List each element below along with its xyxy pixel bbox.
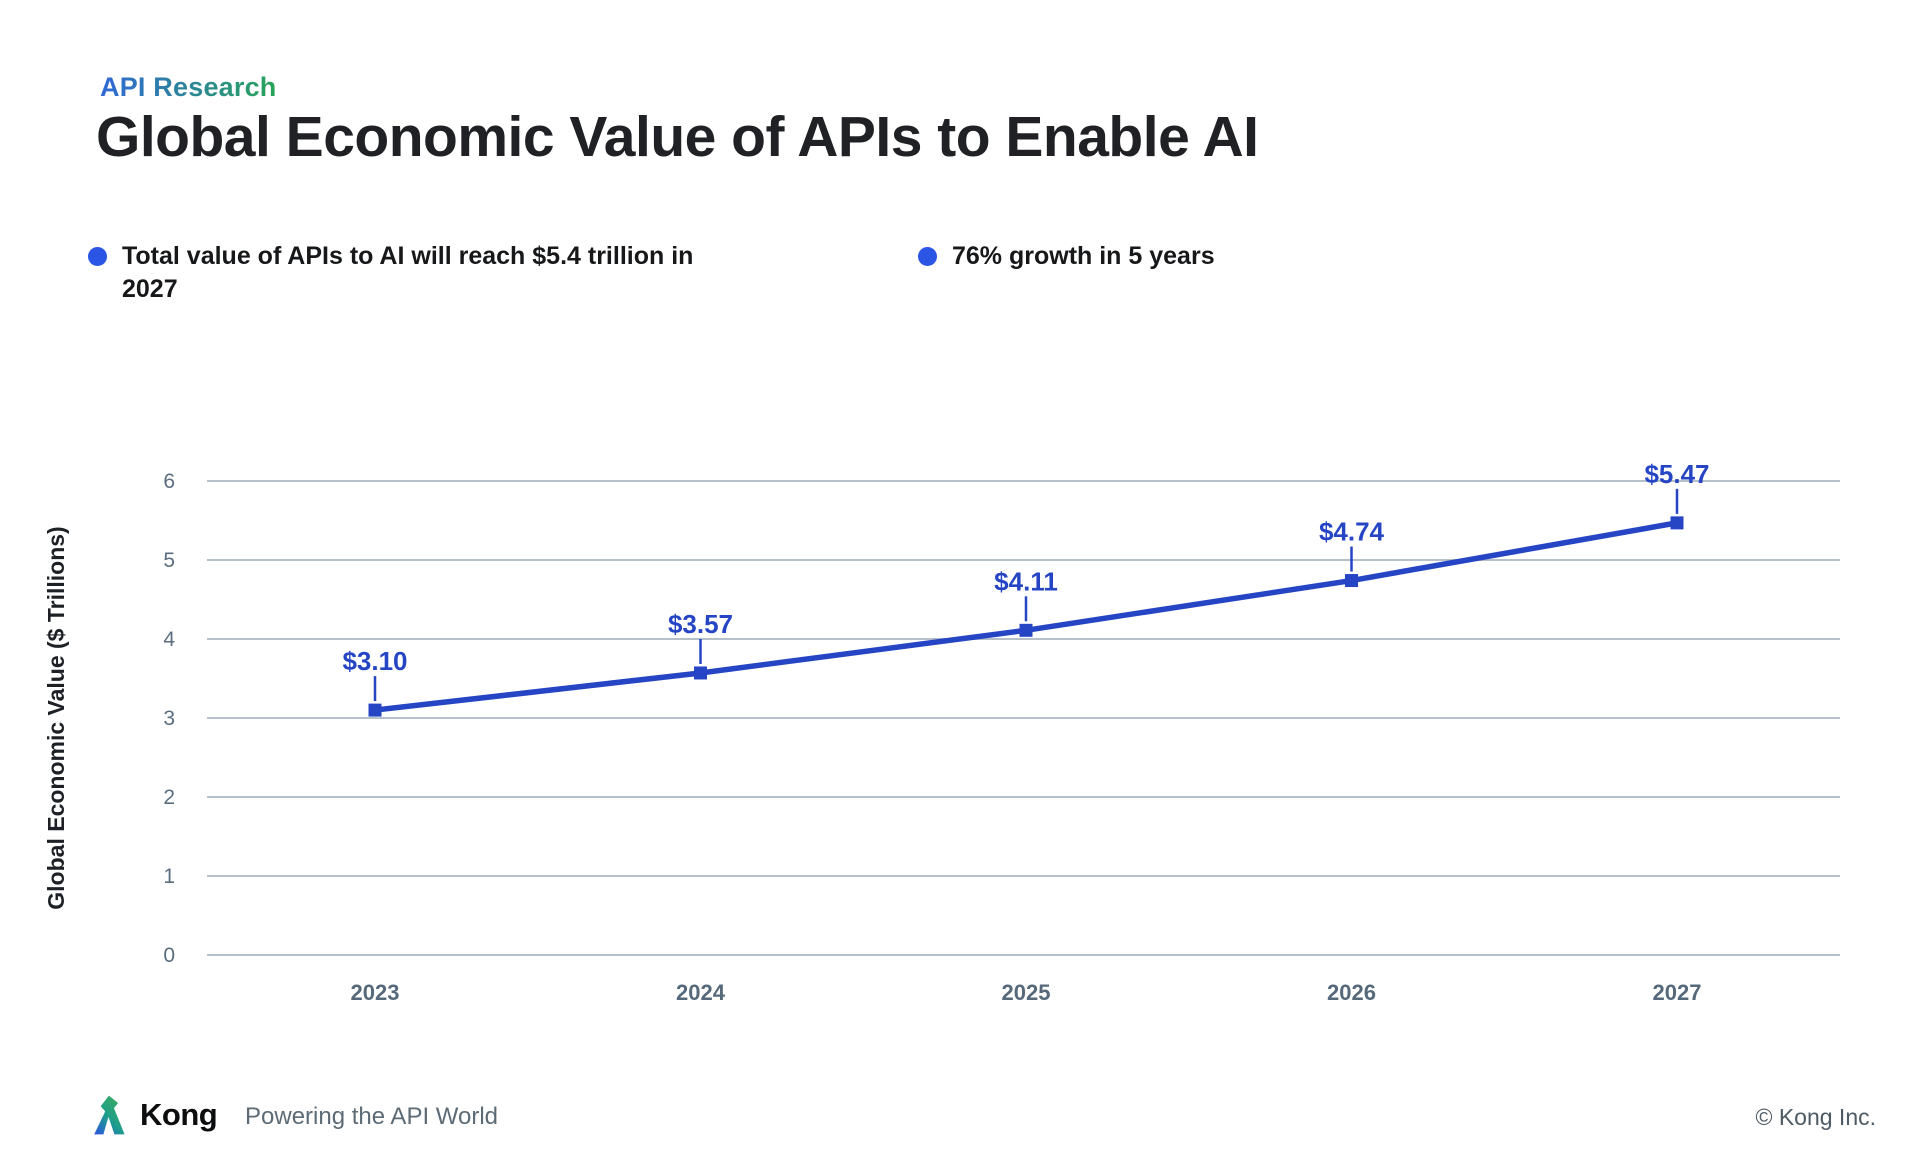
bullet-dot-icon — [88, 247, 107, 266]
data-point-label: $5.47 — [1644, 459, 1709, 489]
bullet-dot-icon — [918, 247, 937, 266]
brand-name: Kong — [140, 1097, 218, 1132]
x-tick-label: 2023 — [351, 980, 400, 1005]
data-point-label: $3.57 — [668, 609, 733, 639]
data-point-marker — [1670, 516, 1684, 530]
x-tick-label: 2024 — [676, 980, 726, 1005]
copyright: © Kong Inc. — [1755, 1104, 1876, 1130]
data-point-marker — [694, 666, 707, 680]
data-point-label: $3.10 — [342, 646, 407, 676]
data-point-marker — [1019, 623, 1033, 637]
y-tick-label: 1 — [163, 865, 175, 888]
y-tick-label: 4 — [163, 628, 175, 651]
x-tick-label: 2026 — [1327, 980, 1376, 1005]
kong-gorilla-icon — [94, 1095, 125, 1135]
data-point-label: $4.74 — [1319, 517, 1385, 547]
y-tick-label: 2 — [163, 786, 175, 809]
takeaway-text: Total value of APIs to AI will reach $5.… — [122, 242, 694, 303]
data-point-label: $4.11 — [994, 566, 1058, 596]
y-tick-label: 3 — [163, 707, 175, 730]
brand-tagline: Powering the API World — [245, 1103, 499, 1130]
y-tick-label: 5 — [163, 549, 175, 572]
x-tick-label: 2027 — [1653, 980, 1702, 1005]
brand-lockup: Kong — [85, 1092, 218, 1138]
takeaway-item: Total value of APIs to AI will reach $5.… — [88, 240, 728, 306]
takeaway-item: 76% growth in 5 years — [918, 240, 1518, 273]
takeaway-text: 76% growth in 5 years — [952, 242, 1215, 270]
page-title: Global Economic Value of APIs to Enable … — [96, 105, 1259, 169]
footer: Kong Powering the API World © Kong Inc. — [0, 1086, 1920, 1149]
y-tick-label: 6 — [163, 470, 175, 493]
x-tick-label: 2025 — [1002, 980, 1051, 1005]
eyebrow-label: API Research — [100, 72, 277, 102]
y-tick-label: 0 — [163, 944, 175, 967]
data-point-marker — [368, 703, 382, 717]
data-point-marker — [1345, 574, 1358, 588]
